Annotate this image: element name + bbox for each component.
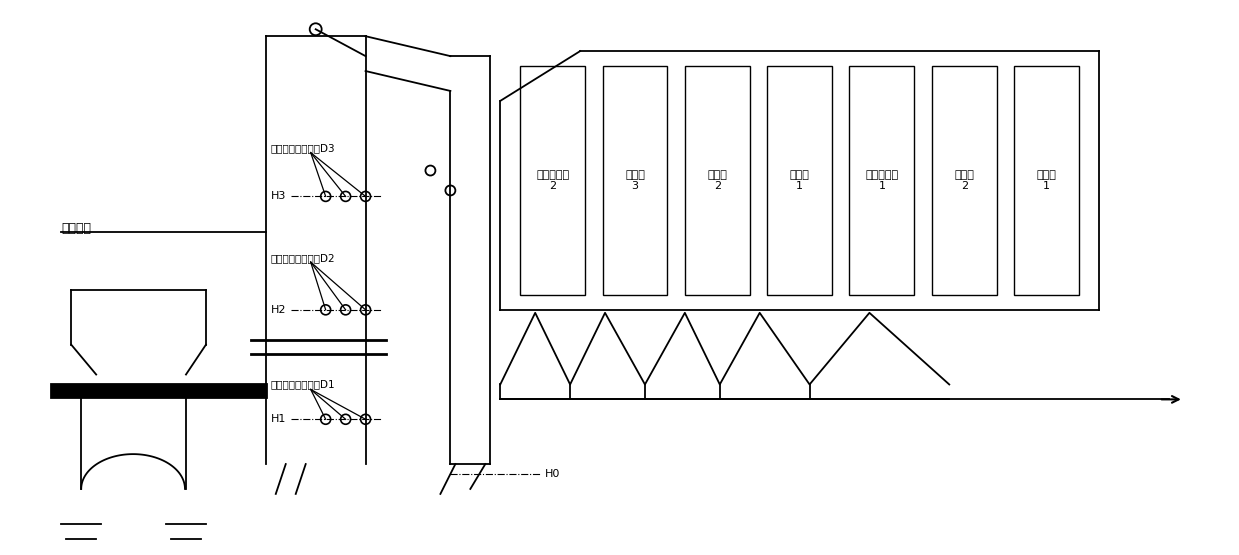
Text: H1: H1: [271, 414, 286, 424]
Text: 省煤器
1: 省煤器 1: [1037, 170, 1057, 191]
Bar: [685, 66, 750, 295]
Text: 蔷发受热面
2: 蔷发受热面 2: [536, 170, 569, 191]
Text: 炉腹中部温度测点D2: 炉腹中部温度测点D2: [271, 253, 336, 263]
Text: 二次风机: 二次风机: [61, 222, 92, 235]
Text: 炉腹底部温度测点D1: 炉腹底部温度测点D1: [271, 380, 336, 390]
Text: 炉腹顶部温度测点D3: 炉腹顶部温度测点D3: [271, 144, 336, 154]
Text: H0: H0: [545, 469, 560, 479]
Bar: [850, 66, 914, 295]
Text: H3: H3: [271, 191, 286, 201]
Bar: [1014, 66, 1079, 295]
Text: 省煤器
2: 省煤器 2: [954, 170, 974, 191]
Bar: [767, 66, 833, 295]
Text: H2: H2: [271, 305, 286, 315]
Bar: [602, 66, 668, 295]
Text: 过热器
2: 过热器 2: [707, 170, 727, 191]
Bar: [51, 385, 266, 397]
Text: 蔷发受热面
1: 蔷发受热面 1: [865, 170, 898, 191]
Text: 过热器
3: 过热器 3: [624, 170, 646, 191]
Text: 过热器
1: 过热器 1: [789, 170, 809, 191]
Bar: [932, 66, 996, 295]
Bar: [520, 66, 585, 295]
